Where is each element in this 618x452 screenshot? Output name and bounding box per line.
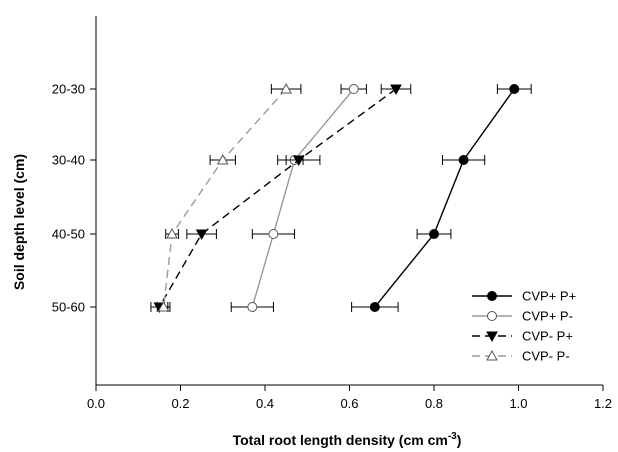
x-tick-label: 0.0 [87, 396, 105, 411]
data-point [280, 82, 292, 94]
series-layer [150, 82, 532, 314]
x-tick-label: 1.2 [594, 396, 612, 411]
data-point [458, 155, 469, 165]
data-point [292, 155, 305, 167]
y-tick-label: 40-50 [52, 227, 85, 242]
series-line [162, 88, 287, 308]
series-line [374, 88, 515, 308]
series-line [251, 88, 355, 308]
series-line [158, 88, 397, 308]
y-tick-label: 50-60 [52, 300, 85, 315]
x-axis-title-main: Total root length density (cm cm [233, 432, 448, 448]
legend-item: CVP- P+ [472, 329, 573, 344]
y-tick-label: 30-40 [52, 153, 85, 168]
x-tick-label: 0.6 [340, 396, 358, 411]
legend-label: CVP- P+ [522, 329, 573, 344]
legend-marker [487, 291, 497, 301]
axes: 0.0 0.2 0.4 0.6 0.8 1.0 1.2 20-30 30-40 40-50 50-6… [52, 16, 612, 411]
x-axis-title: Total root length density (cm cm-3) [233, 431, 462, 448]
x-tick-label: 1.0 [509, 396, 527, 411]
x-axis-title-suffix: ) [457, 432, 462, 448]
data-point [157, 300, 170, 312]
data-point [369, 302, 380, 312]
data-point [348, 84, 359, 94]
series [230, 84, 367, 312]
data-point [390, 84, 402, 96]
data-point [429, 229, 439, 239]
legend: CVP+ P+ CVP+ P- CVP- P+ CVP- P- [472, 289, 576, 364]
legend-label: CVP+ P- [522, 309, 573, 324]
legend-marker [486, 349, 498, 361]
x-axis-title-superscript: -3 [448, 431, 457, 442]
data-point [247, 302, 258, 312]
legend-marker [486, 331, 498, 343]
data-point [268, 229, 279, 239]
data-point [509, 84, 520, 94]
legend-item: CVP- P- [472, 349, 570, 364]
data-point [216, 153, 229, 165]
x-tick-label: 0.2 [171, 396, 189, 411]
series [156, 82, 302, 312]
legend-marker [487, 311, 497, 321]
x-tick-label: 0.4 [256, 396, 274, 411]
legend-label: CVP+ P+ [522, 289, 576, 304]
legend-label: CVP- P- [522, 349, 570, 364]
data-point [195, 229, 208, 241]
legend-item: CVP+ P- [472, 309, 573, 324]
legend-item: CVP+ P+ [472, 289, 576, 304]
x-tick-label: 0.8 [425, 396, 443, 411]
series [351, 84, 532, 312]
data-point [166, 227, 178, 239]
y-axis-title: Soil depth level (cm) [11, 154, 27, 290]
y-tick-label: 20-30 [52, 82, 85, 97]
series [150, 84, 412, 314]
